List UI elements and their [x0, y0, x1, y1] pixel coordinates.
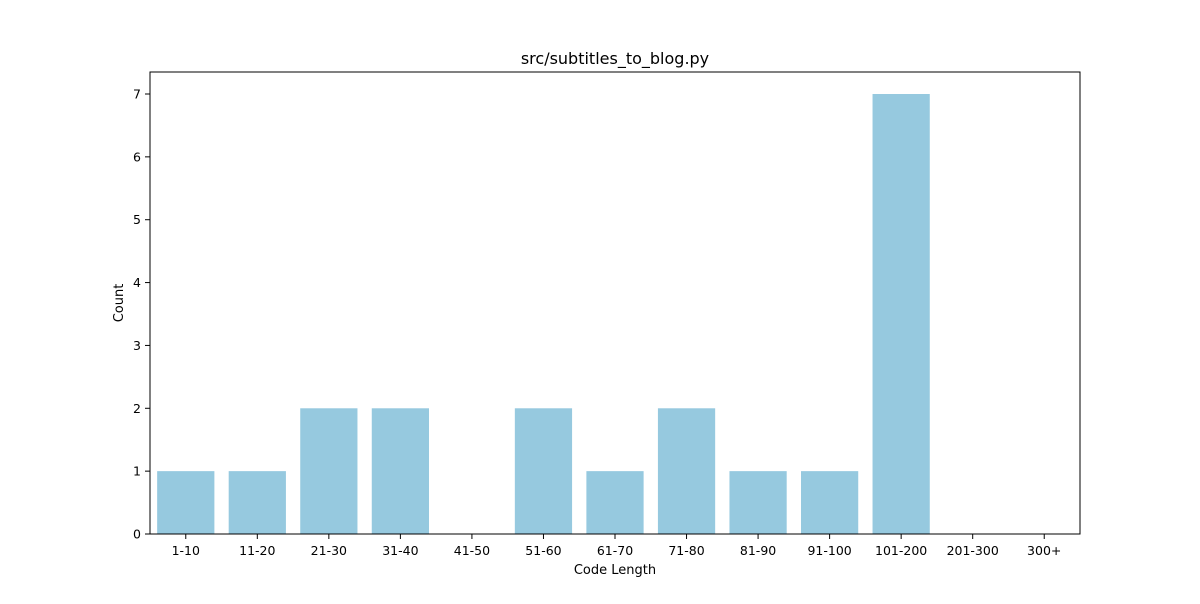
y-tick-label: 7 — [133, 87, 141, 102]
x-tick-label: 41-50 — [454, 543, 490, 558]
x-axis-label: Code Length — [574, 563, 656, 578]
x-tick-label: 31-40 — [382, 543, 418, 558]
y-tick-label: 5 — [133, 212, 141, 227]
bar-61-70 — [586, 471, 644, 534]
bars-group — [157, 94, 930, 534]
x-tick-label: 21-30 — [311, 543, 347, 558]
x-tick-label: 1-10 — [172, 543, 200, 558]
y-tick-label: 3 — [133, 338, 141, 353]
y-tick-label: 4 — [133, 275, 141, 290]
x-tick-label: 71-80 — [668, 543, 704, 558]
bar-21-30 — [300, 408, 358, 534]
x-axis-ticks: 1-10 11-20 21-30 31-40 41-50 51-60 61-70 71-80 8… — [172, 534, 1061, 558]
bar-71-80 — [657, 408, 716, 534]
y-axis-ticks: 0 1 2 3 4 5 6 7 — [133, 87, 150, 542]
bar-51-60 — [514, 408, 573, 534]
bar-91-100 — [801, 471, 859, 534]
bar-81-90 — [729, 471, 787, 534]
plot-frame — [149, 71, 1081, 535]
x-tick-label: 201-300 — [947, 543, 999, 558]
x-tick-label: 61-70 — [597, 543, 633, 558]
x-tick-label: 51-60 — [525, 543, 561, 558]
x-tick-label: 81-90 — [740, 543, 776, 558]
y-axis-label: Count — [112, 284, 127, 323]
bar-31-40 — [371, 408, 429, 534]
y-tick-label: 1 — [133, 464, 141, 479]
x-tick-label: 300+ — [1027, 543, 1061, 558]
bar-11-20 — [228, 471, 286, 534]
y-tick-label: 6 — [133, 149, 141, 164]
chart-title: src/subtitles_to_blog.py — [521, 49, 709, 69]
x-tick-label: 101-200 — [875, 543, 927, 558]
bar-1-10 — [157, 471, 215, 534]
x-tick-label: 91-100 — [807, 543, 851, 558]
bar-101-200 — [872, 94, 930, 534]
y-tick-label: 2 — [133, 401, 141, 416]
x-tick-label: 11-20 — [239, 543, 275, 558]
y-tick-label: 0 — [133, 527, 141, 542]
